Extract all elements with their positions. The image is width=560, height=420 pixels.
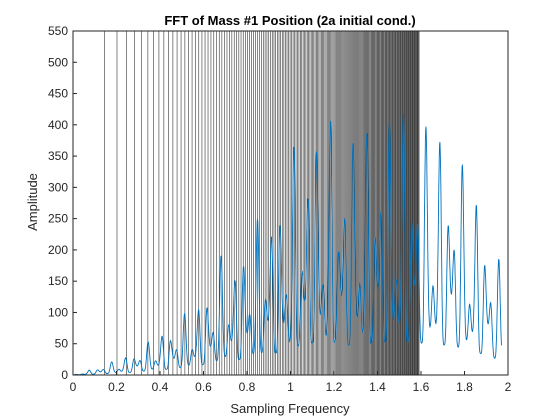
x-tick-label: 0 <box>70 380 77 394</box>
x-axis-label: Sampling Frequency <box>230 401 350 416</box>
x-axis-ticks: 0 0.2 0.4 0.6 0.8 1 1.2 1.4 1.6 1.8 2 <box>70 371 512 394</box>
y-tick-label: 400 <box>48 118 68 132</box>
y-tick-label: 150 <box>48 274 68 288</box>
y-tick-label: 50 <box>55 337 69 351</box>
x-tick-label: 1.6 <box>413 380 430 394</box>
series-line <box>73 113 502 376</box>
x-tick-label: 0.6 <box>195 380 212 394</box>
y-tick-label: 450 <box>48 87 68 101</box>
x-tick-label: 1.8 <box>456 380 473 394</box>
y-tick-label: 300 <box>48 180 68 194</box>
x-tick-label: 0.4 <box>152 380 169 394</box>
x-tick-label: 1.2 <box>326 380 343 394</box>
y-tick-label: 350 <box>48 149 68 163</box>
x-tick-label: 0.8 <box>239 380 256 394</box>
x-tick-label: 1.4 <box>369 380 386 394</box>
y-tick-label: 0 <box>61 368 68 382</box>
series-group <box>73 113 502 376</box>
y-tick-label: 500 <box>48 55 68 69</box>
x-tick-label: 0.2 <box>108 380 125 394</box>
x-tick-label: 2 <box>505 380 512 394</box>
y-tick-label: 250 <box>48 212 68 226</box>
y-axis-ticks: 0 50 100 150 200 250 300 350 400 450 500 550 <box>48 24 77 382</box>
y-tick-label: 550 <box>48 24 68 38</box>
y-tick-label: 200 <box>48 243 68 257</box>
grid-lines <box>104 31 420 375</box>
y-axis-label: Amplitude <box>25 173 40 231</box>
y-tick-label: 100 <box>48 305 68 319</box>
chart-title: FFT of Mass #1 Position (2a initial cond… <box>164 13 415 28</box>
x-tick-label: 1 <box>287 380 294 394</box>
